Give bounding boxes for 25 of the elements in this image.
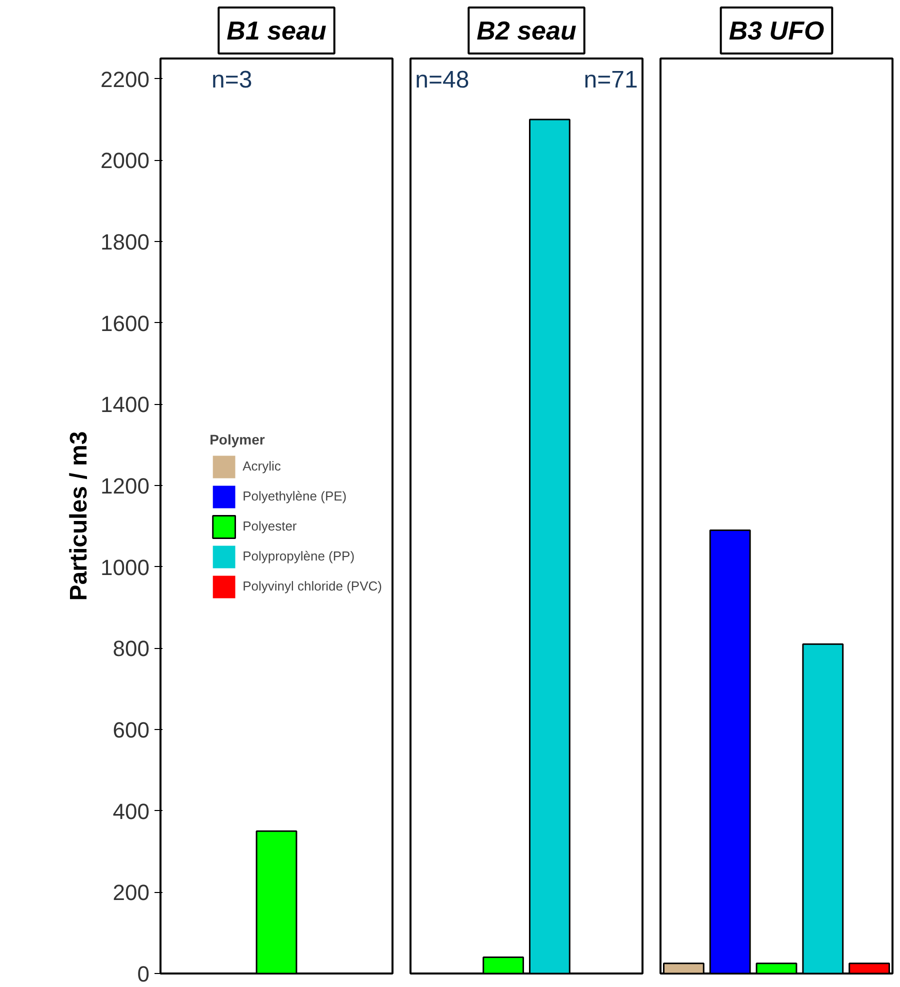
legend-label: Polyvinyl chloride (PVC) xyxy=(242,578,382,594)
y-tick-label: 1000 xyxy=(100,554,150,580)
y-tick-label: 400 xyxy=(112,798,150,824)
y-tick-label: 1200 xyxy=(100,474,150,498)
y-tick-label: 2200 xyxy=(100,66,150,92)
legend-label: Polyester xyxy=(242,518,297,534)
y-tick-label: 600 xyxy=(112,718,150,742)
y-tick-label: 800 xyxy=(112,636,150,662)
chart-title: B2 seau xyxy=(476,16,576,46)
y-tick-label: 0 xyxy=(137,962,150,986)
chart-title: B1 seau xyxy=(226,16,326,46)
annotation: n=3 xyxy=(212,66,252,94)
legend-label: Polyethylène (PE) xyxy=(242,488,347,504)
legend-label: Polypropylène (PP) xyxy=(242,548,355,564)
y-axis-title: Particules / m3 xyxy=(66,431,93,601)
legend-title: Polymer xyxy=(210,431,266,447)
y-tick-label: 1600 xyxy=(100,310,150,336)
y-tick-label: 1400 xyxy=(100,392,150,418)
y-tick-label: 2000 xyxy=(100,148,150,174)
text: n=71 xyxy=(584,66,638,94)
legend-label: Acrylic xyxy=(242,458,281,474)
text: n=48 xyxy=(415,66,470,94)
y-tick-label: 1800 xyxy=(100,230,150,254)
chart-title: B3 UFO xyxy=(728,16,824,46)
y-tick-label: 200 xyxy=(112,880,150,906)
